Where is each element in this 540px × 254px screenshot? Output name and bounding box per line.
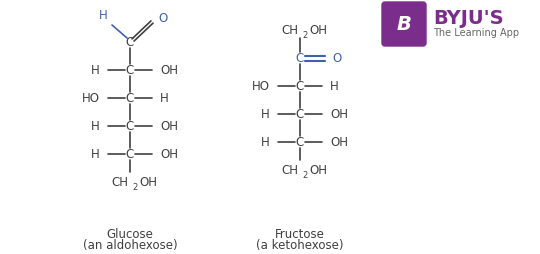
Text: C: C [126,36,134,49]
Text: BYJU'S: BYJU'S [433,8,504,27]
Text: CH: CH [281,24,298,37]
Text: OH: OH [309,24,327,37]
Text: C: C [296,52,304,65]
Text: C: C [126,148,134,161]
Text: H: H [91,64,100,76]
Text: H: H [261,107,270,120]
Text: OH: OH [160,64,178,76]
Text: OH: OH [330,135,348,149]
Text: C: C [126,119,134,133]
Text: C: C [296,107,304,120]
Text: O: O [158,11,167,24]
Text: Fructose: Fructose [275,228,325,241]
Text: H: H [91,119,100,133]
FancyBboxPatch shape [382,2,426,46]
Text: OH: OH [160,119,178,133]
Text: The Learning App: The Learning App [433,28,519,38]
Text: H: H [160,91,168,104]
Text: OH: OH [309,164,327,177]
Text: 2: 2 [302,30,307,40]
Text: HO: HO [82,91,100,104]
Text: (an aldohexose): (an aldohexose) [83,240,177,252]
Text: C: C [126,64,134,76]
Text: H: H [261,135,270,149]
Text: HO: HO [252,80,270,92]
Text: 2: 2 [302,170,307,180]
Text: OH: OH [160,148,178,161]
Text: O: O [332,52,341,65]
Text: OH: OH [139,176,157,188]
Text: C: C [126,91,134,104]
Text: H: H [91,148,100,161]
Text: CH: CH [111,176,128,188]
Text: OH: OH [330,107,348,120]
Text: H: H [99,9,108,22]
Text: (a ketohexose): (a ketohexose) [256,240,344,252]
Text: C: C [296,135,304,149]
Text: H: H [330,80,339,92]
Text: CH: CH [281,164,298,177]
Text: C: C [296,80,304,92]
Text: B: B [396,14,411,34]
Text: 2: 2 [132,183,137,192]
Text: Glucose: Glucose [106,228,153,241]
